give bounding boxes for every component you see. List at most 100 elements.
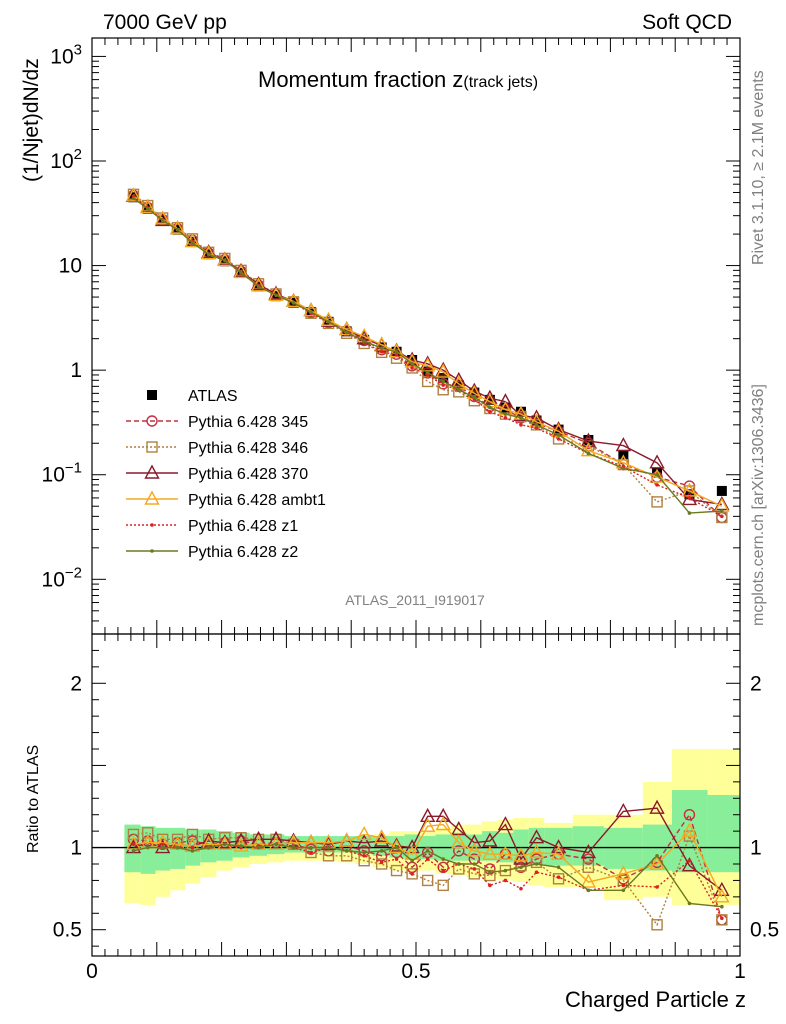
tick-exponent: −1: [65, 460, 82, 477]
data-point: [379, 346, 384, 351]
ratio-point: [497, 845, 514, 860]
ratio-point: [655, 853, 659, 858]
ratio-point: [217, 835, 233, 850]
data-point: [681, 482, 698, 497]
legend-entry: Pythia 6.428 z1: [126, 518, 298, 535]
ratio-band-green-bin: [707, 795, 740, 873]
ratio-point: [379, 849, 384, 853]
ratio-point: [373, 829, 390, 844]
data-point: [394, 349, 399, 354]
data-point: [534, 426, 539, 430]
ratio-line: [133, 843, 722, 908]
data-point: [655, 472, 659, 477]
ratio-point: [425, 849, 430, 853]
data-point: [438, 373, 449, 384]
y-tick-label: 10−2: [42, 564, 82, 591]
ratio-point: [356, 825, 372, 841]
legend-marker: [150, 523, 154, 527]
ratio-point: [582, 861, 595, 873]
ratio-point: [534, 862, 539, 866]
data-point: [687, 496, 692, 500]
data-point: [716, 485, 727, 496]
ratio-point: [406, 868, 418, 880]
data-point: [488, 405, 492, 410]
ratio-point: [472, 867, 477, 871]
series-line: [133, 197, 722, 514]
ratio-y-tick-label-right: 1: [750, 837, 762, 860]
legend-label: Pythia 6.428 370: [188, 466, 308, 483]
ratio-y-tick-label-right: 0.5: [750, 919, 779, 942]
legend-label: Pythia 6.428 345: [188, 414, 308, 431]
ratio-point: [649, 799, 665, 814]
ratio-point: [488, 870, 492, 875]
ratio-point: [580, 844, 597, 859]
ratio-point: [655, 885, 659, 889]
data-point: [274, 293, 278, 298]
ratio-point: [309, 850, 313, 855]
tick-base: 10: [42, 568, 65, 591]
ratio-point: [519, 886, 523, 891]
main-title-sub: (track jets): [463, 74, 538, 91]
ratio-point: [256, 845, 261, 850]
main-title-text: Momentum fraction z: [258, 67, 463, 92]
data-point: [488, 409, 492, 414]
y-tick-label: 103: [50, 41, 82, 68]
data-point: [326, 319, 331, 324]
legend-label: Pythia 6.428 346: [188, 440, 308, 457]
ratio-point: [550, 839, 567, 854]
legend-entry: ATLAS: [147, 388, 238, 405]
data-point: [239, 270, 243, 275]
ratio-band-green-bin: [603, 827, 643, 869]
data-point: [154, 211, 171, 227]
data-point: [145, 206, 150, 211]
ratio-point: [497, 816, 514, 831]
ratio-point: [651, 919, 663, 931]
ratio-point: [291, 845, 296, 850]
ratio-point: [503, 878, 508, 883]
data-point: [621, 466, 626, 471]
ratio-point: [582, 853, 595, 865]
data-point: [615, 437, 632, 452]
tick-base: 10: [42, 464, 65, 487]
x-tick-label: 0: [86, 960, 98, 983]
data-point: [651, 496, 663, 508]
ratio-point: [217, 834, 233, 849]
tick-base: 10: [50, 45, 73, 68]
ratio-point: [421, 874, 434, 887]
legend-label: Pythia 6.428 z1: [188, 518, 298, 535]
data-point: [379, 349, 384, 354]
ratio-point: [223, 842, 227, 847]
ratio-point: [681, 822, 698, 837]
ratio-plot-area: [92, 749, 740, 931]
ratio-point: [131, 842, 136, 847]
data-point: [482, 389, 498, 404]
ratio-point: [556, 875, 561, 879]
ratio-point: [534, 870, 539, 875]
data-point: [503, 416, 508, 420]
data-point: [131, 196, 136, 201]
data-point: [425, 370, 430, 375]
legend-marker: [144, 490, 160, 505]
data-point: [160, 218, 165, 223]
data-point: [410, 366, 414, 370]
data-point: [720, 514, 724, 519]
ratio-point: [513, 847, 529, 862]
ratio-point: [145, 845, 150, 850]
ratio-point: [451, 834, 467, 849]
data-point: [528, 409, 545, 424]
legend-entry: Pythia 6.428 ambt1: [126, 490, 326, 509]
data-point: [291, 301, 296, 305]
ratio-point: [649, 855, 665, 870]
tick-exponent: 3: [74, 41, 82, 58]
ratio-point: [142, 827, 154, 839]
ratio-line: [133, 813, 723, 921]
ratio-point: [410, 872, 414, 876]
data-point: [500, 402, 511, 413]
header-left: 7000 GeV pp: [103, 11, 227, 34]
tick-base: 1: [70, 359, 82, 382]
ratio-point: [160, 845, 165, 850]
data-point: [435, 361, 451, 376]
data-point: [190, 241, 195, 245]
